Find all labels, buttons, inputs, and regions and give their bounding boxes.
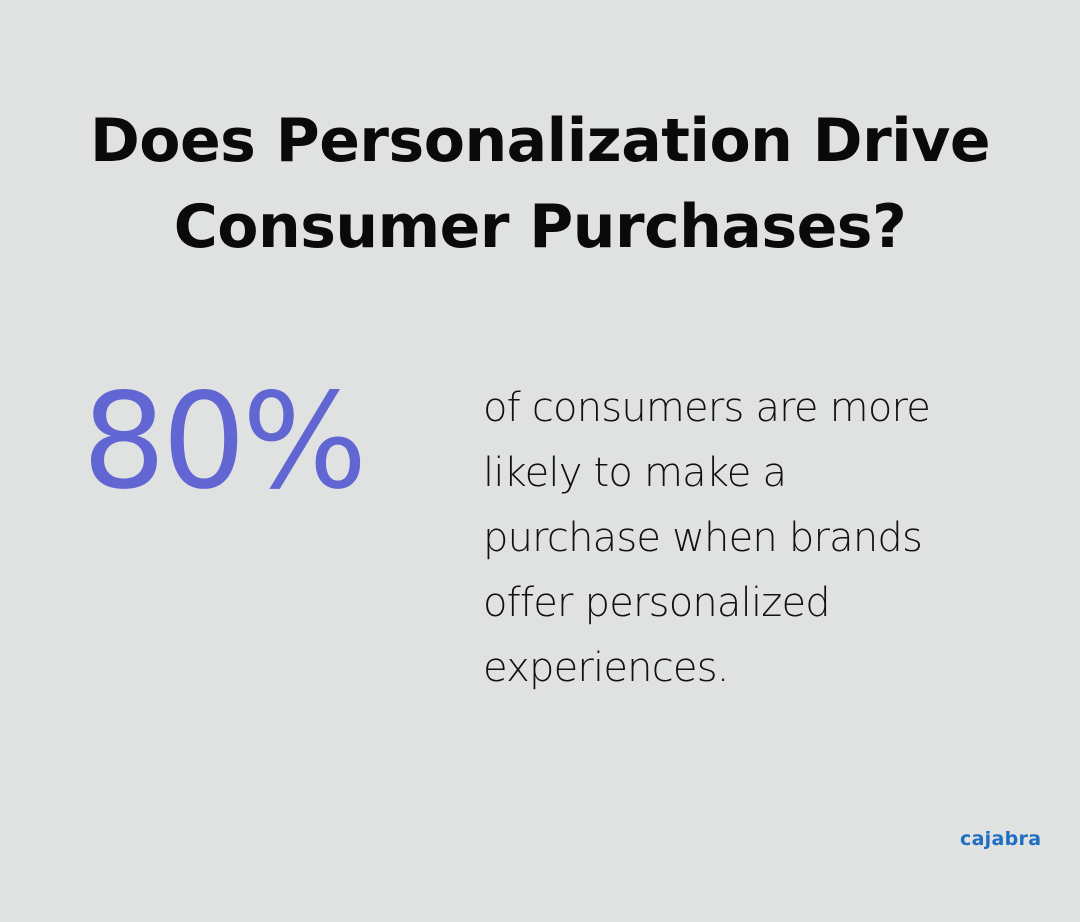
description-line: purchase when brands (483, 515, 923, 561)
brand-logo: cajabra (960, 828, 1042, 850)
title-line-1: Does Personalization Drive (89, 106, 991, 176)
description-line: likely to make a (483, 450, 787, 496)
description-line: of consumers are more (483, 385, 931, 431)
page-title: Does Personalization Drive Consumer Purc… (0, 98, 1080, 270)
description-line: experiences. (483, 645, 729, 691)
title-line-2: Consumer Purchases? (173, 192, 907, 262)
description-line: offer personalized (483, 580, 831, 626)
stat-value: 80% (82, 365, 367, 519)
stat-description: of consumers are more likely to make a p… (483, 376, 1043, 701)
